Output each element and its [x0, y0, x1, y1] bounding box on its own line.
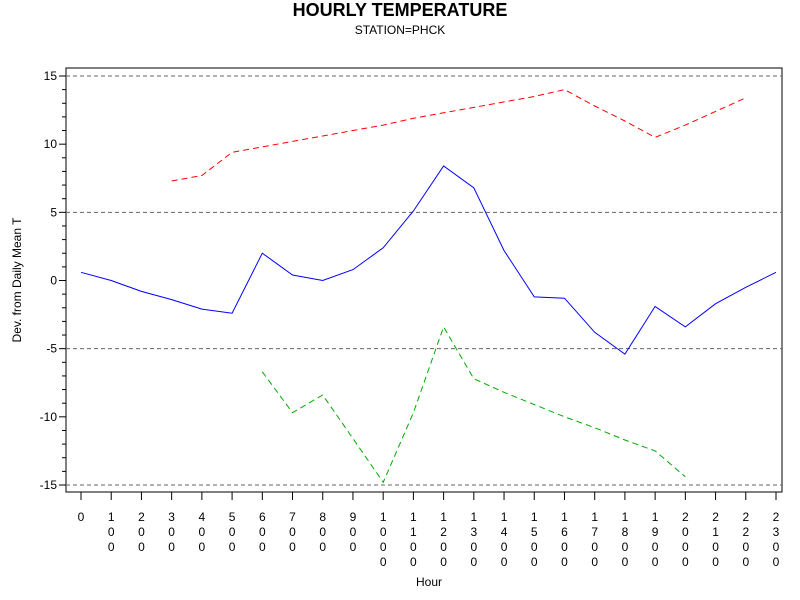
y-tick-label: 15	[44, 69, 58, 83]
y-axis-label: Dev. from Daily Mean T	[10, 217, 24, 343]
y-tick-label: -15	[40, 478, 58, 492]
y-tick-label: -5	[46, 342, 57, 356]
chart-subtitle: STATION=PHCK	[354, 23, 446, 37]
y-tick-label: 0	[50, 274, 57, 288]
y-tick-label: 10	[44, 137, 58, 151]
x-tick-label: 0	[78, 510, 85, 524]
x-axis-label: Hour	[416, 575, 442, 589]
series-line-1	[80, 165, 777, 355]
y-tick-label: 5	[50, 205, 57, 219]
series-layer	[80, 89, 777, 484]
y-tick-label: -10	[40, 410, 58, 424]
x-axis: 0 1 0 0 2 0 0 3 0 0 4 0 0 5 0 0 6 0 0 7 0 0 8 0 0 9 0 0 1 0 0 0 1 1 0 0 1 2 0 0…	[78, 492, 780, 569]
series-line-3	[261, 325, 686, 484]
plot-frame	[65, 67, 783, 493]
series-line-2	[171, 89, 747, 182]
reference-lines	[66, 75, 782, 486]
chart-title: HOURLY TEMPERATURE	[292, 0, 508, 20]
y-axis: -15 -10 -5 0 5 10 15	[40, 69, 66, 492]
